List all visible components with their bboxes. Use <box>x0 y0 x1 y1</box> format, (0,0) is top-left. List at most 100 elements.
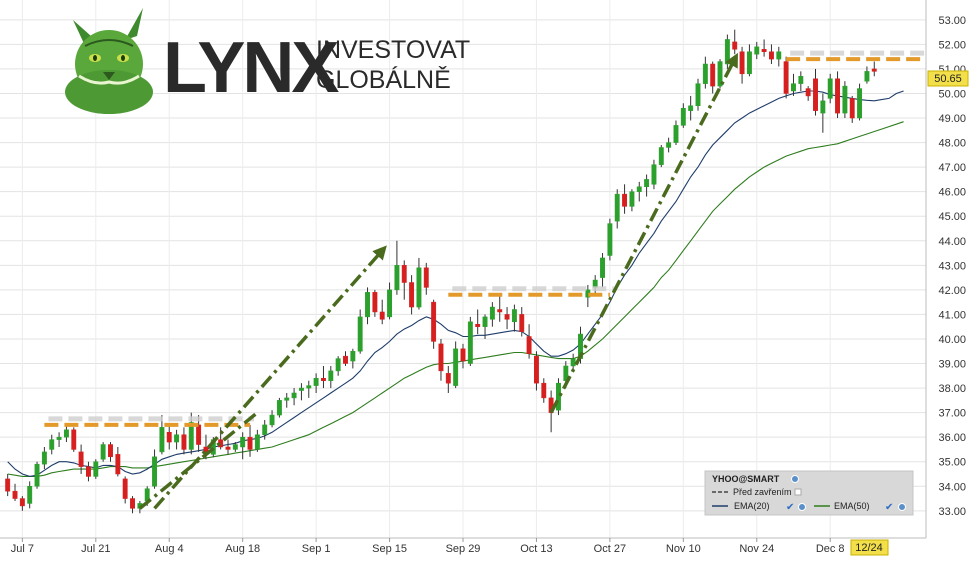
candle <box>387 282 393 320</box>
candle <box>556 378 561 416</box>
candle-body <box>350 350 356 362</box>
legend-ema50-label: EMA(50) <box>834 501 870 511</box>
candle-body <box>306 385 312 389</box>
candle <box>497 294 503 322</box>
candle <box>181 427 187 455</box>
candle <box>651 159 657 190</box>
legend-ema20-label: EMA(20) <box>734 501 770 511</box>
candle-body <box>291 392 297 399</box>
candle-body <box>842 85 848 114</box>
candle <box>379 299 385 325</box>
candle-body <box>658 147 664 165</box>
candle <box>409 275 415 315</box>
candle-body <box>115 454 121 475</box>
candle-body <box>607 223 613 256</box>
lynx-head-icon <box>65 8 153 114</box>
candle-body <box>247 436 253 450</box>
candle <box>262 419 268 440</box>
candle-body <box>71 429 77 450</box>
legend-ema20-check-icon[interactable]: ✔ <box>786 502 794 513</box>
candle-body <box>497 309 503 313</box>
candle-body <box>379 311 385 320</box>
legend-preclose-checkbox[interactable] <box>794 488 802 496</box>
candle-body <box>746 51 752 75</box>
candle-body <box>269 414 275 426</box>
candle <box>600 253 605 288</box>
candle-body <box>284 397 290 401</box>
candle-body <box>732 41 738 50</box>
candle <box>27 481 33 509</box>
candle <box>673 120 679 146</box>
y-tick-label: 43.00 <box>938 260 966 272</box>
candle <box>666 137 672 153</box>
candle <box>827 73 833 104</box>
candle <box>357 309 363 354</box>
candle-body <box>754 46 760 55</box>
candle-body <box>196 424 202 445</box>
legend-ema20-settings-icon[interactable] <box>798 503 806 511</box>
candle <box>41 446 47 470</box>
candle <box>63 424 69 443</box>
candle-body <box>298 387 304 391</box>
y-tick-label: 45.00 <box>938 211 966 223</box>
candle <box>783 56 789 99</box>
candle <box>526 324 532 359</box>
y-tick-label: 34.00 <box>938 481 966 493</box>
candle-body <box>328 370 334 381</box>
candle-body <box>152 456 158 487</box>
candle <box>71 427 77 452</box>
y-tick-label: 47.00 <box>938 162 966 174</box>
candle-body <box>482 316 488 327</box>
candle-body <box>34 463 40 487</box>
candle-body <box>644 179 650 188</box>
candle-body <box>78 451 84 467</box>
candle <box>365 287 370 325</box>
candle-body <box>489 306 495 320</box>
candle-body <box>820 100 826 114</box>
candle <box>688 95 694 121</box>
last-price-label: 50.65 <box>934 73 962 85</box>
candle <box>754 41 760 60</box>
candle <box>247 424 253 457</box>
y-tick-label: 38.00 <box>938 383 966 395</box>
legend-ema50-settings-icon[interactable] <box>898 503 906 511</box>
candle <box>254 429 260 452</box>
candle-body <box>533 355 539 384</box>
logo-tagline-line1: INVESTOVAT <box>316 36 470 64</box>
candle-body <box>313 377 319 386</box>
candle <box>511 304 517 332</box>
candle <box>298 383 304 401</box>
candle-body <box>475 323 481 327</box>
x-tick-label: Aug 4 <box>155 543 184 555</box>
candle <box>438 338 444 381</box>
candle <box>225 439 231 455</box>
candle <box>321 365 326 389</box>
candle-body <box>673 125 679 143</box>
candle <box>19 496 25 511</box>
candle <box>768 44 774 65</box>
candle-body <box>511 309 517 323</box>
candle <box>431 299 437 349</box>
candle <box>445 365 451 393</box>
candle-body <box>41 451 47 465</box>
candle <box>629 189 635 212</box>
legend-ema50-check-icon[interactable]: ✔ <box>885 502 893 513</box>
candle <box>328 365 334 389</box>
candle-body <box>614 193 620 222</box>
legend-symbol-settings-icon[interactable] <box>791 475 799 483</box>
candle <box>108 442 113 462</box>
candle-body <box>63 429 69 438</box>
x-tick-label: Oct 27 <box>594 543 626 555</box>
y-tick-label: 36.00 <box>938 432 966 444</box>
candle-body <box>5 478 11 492</box>
candle <box>849 95 855 123</box>
y-axis: 33.00 34.00 35.00 36.00 37.00 38.00 39.00 40.00… <box>925 0 966 538</box>
candle <box>174 429 180 450</box>
candle <box>717 59 723 89</box>
y-tick-label: 53.00 <box>938 15 966 27</box>
trend-arrow <box>138 411 259 510</box>
legend-preclose-label: Před zavřením <box>733 487 792 497</box>
candle-body <box>570 358 576 367</box>
candle-body <box>100 444 106 460</box>
y-tick-label: 35.00 <box>938 457 966 469</box>
